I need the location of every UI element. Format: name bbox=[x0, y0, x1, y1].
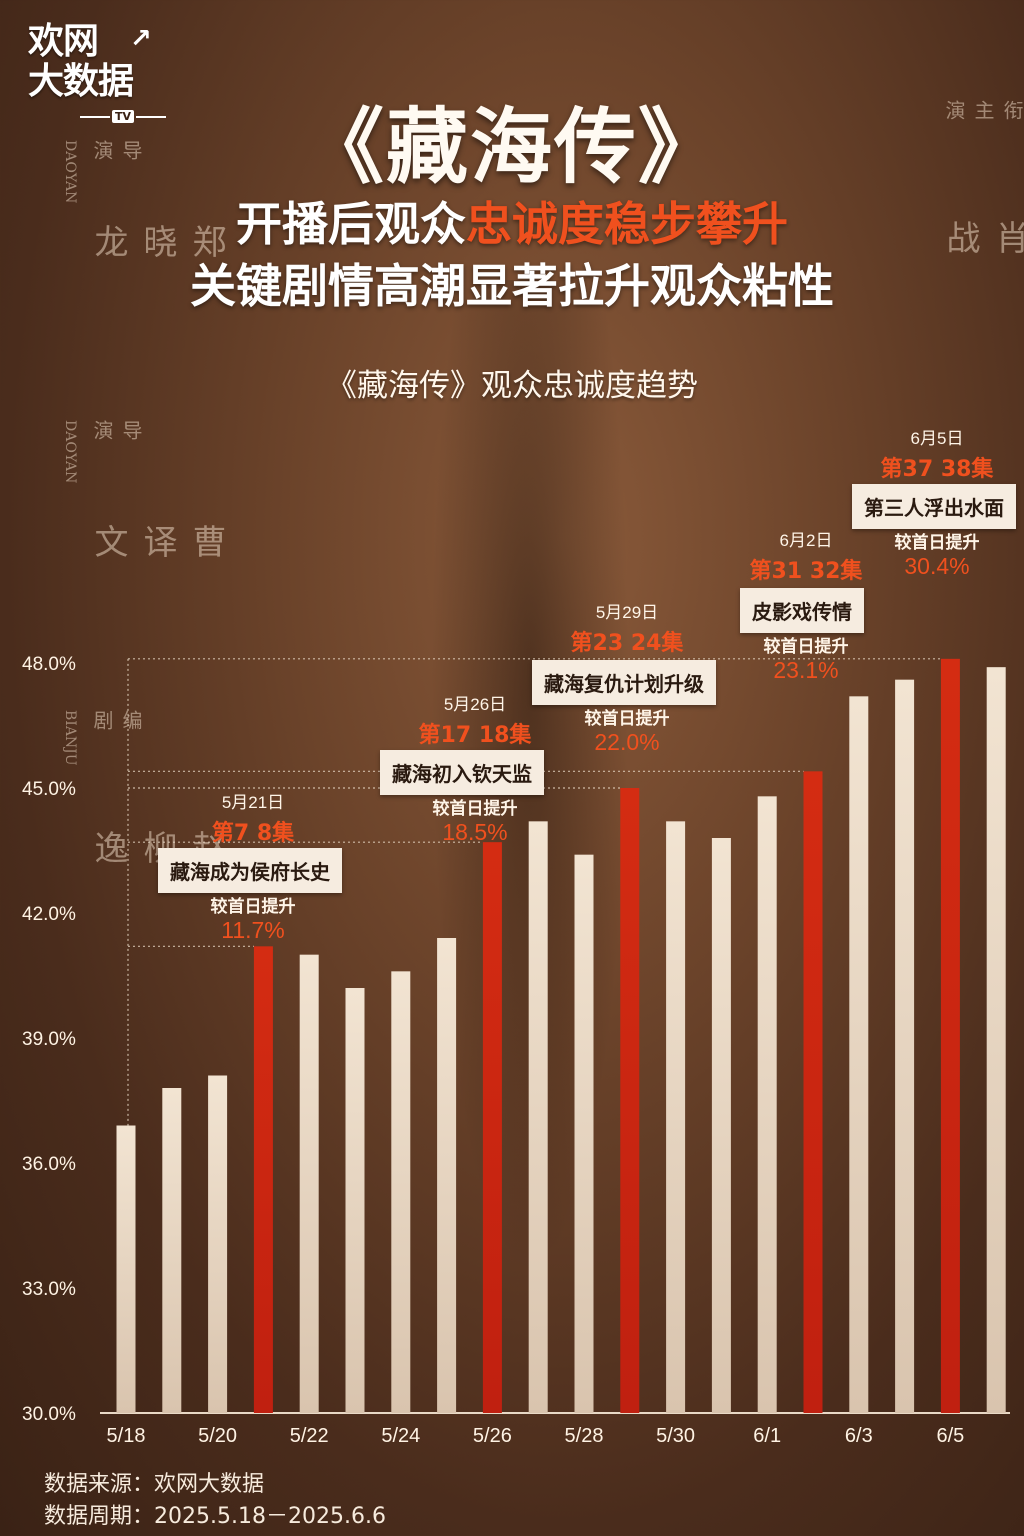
bar-6-3 bbox=[849, 696, 869, 1413]
annotation-header: 5月21日第7 8集 bbox=[143, 788, 363, 847]
annotation-date: 6月2日 bbox=[779, 531, 833, 550]
x-tick-label: 6/3 bbox=[845, 1425, 873, 1447]
bar-5-25 bbox=[437, 938, 457, 1413]
annotation-date: 5月21日 bbox=[221, 793, 285, 812]
bar-5-27 bbox=[528, 821, 548, 1413]
annotation-episodes: 第23 24集 bbox=[570, 631, 684, 656]
annotation-plot-label: 皮影戏传情 bbox=[740, 588, 864, 633]
subtitle-line2: 关键剧情高潮显著拉升观众粘性 bbox=[190, 259, 834, 313]
y-tick-label: 48.0% bbox=[22, 654, 76, 675]
x-tick-label: 5/24 bbox=[381, 1425, 420, 1447]
x-tick-label: 5/22 bbox=[290, 1425, 329, 1447]
y-tick-label: 39.0% bbox=[22, 1029, 76, 1050]
bar-5-26 bbox=[482, 842, 502, 1413]
bar-5-20 bbox=[208, 1075, 228, 1413]
annotation-delta-label: 较首日提升 bbox=[894, 533, 980, 553]
logo-line1: 欢网 bbox=[28, 21, 99, 62]
credit-name: 曹译文 bbox=[88, 524, 226, 562]
bar-6-6 bbox=[986, 667, 1006, 1413]
bar-5-18 bbox=[116, 1125, 136, 1413]
annotation-delta-label: 较首日提升 bbox=[210, 897, 296, 917]
logo-rule-left bbox=[80, 116, 110, 118]
y-tick-label: 42.0% bbox=[22, 904, 76, 925]
annotation-plot-label: 藏海成为侯府长史 bbox=[158, 848, 342, 893]
credit-name: 肖战 bbox=[940, 220, 1024, 258]
annotation-plot-label: 藏海初入钦天监 bbox=[380, 750, 544, 795]
subtitle-line1: 开播后观众忠诚度稳步攀升 bbox=[0, 188, 1024, 254]
annotation-delta-label: 较首日提升 bbox=[584, 709, 670, 729]
x-tick-label: 5/26 bbox=[473, 1425, 512, 1447]
main-title: 《藏海传》 bbox=[301, 99, 722, 195]
bar-5-31 bbox=[711, 838, 731, 1413]
x-tick-label: 5/18 bbox=[107, 1425, 146, 1447]
bar-5-19 bbox=[162, 1088, 182, 1413]
annotation-delta-value: 23.1% bbox=[773, 657, 839, 683]
annotation-episodes: 第17 18集 bbox=[418, 723, 532, 748]
chart-title: 《藏海传》观众忠诚度趋势 bbox=[326, 368, 698, 404]
bar-5-24 bbox=[391, 971, 411, 1413]
bar-5-23 bbox=[345, 988, 365, 1413]
subtitle-prefix: 开播后观众 bbox=[236, 197, 466, 251]
y-tick-label: 36.0% bbox=[22, 1154, 76, 1175]
annotation-episodes: 第37 38集 bbox=[880, 457, 994, 482]
bar-6-5 bbox=[940, 658, 960, 1413]
bar-6-2 bbox=[803, 771, 823, 1413]
bar-6-4 bbox=[895, 679, 915, 1413]
annotation-plot-label: 藏海复仇计划升级 bbox=[532, 660, 716, 705]
credit-role: 领衔主演 bbox=[942, 100, 1024, 120]
logo-rule-right bbox=[136, 116, 166, 118]
annotation-delta-value: 11.7% bbox=[221, 917, 285, 943]
bar-5-30 bbox=[666, 821, 686, 1413]
logo-arrow-icon: ↗ bbox=[130, 24, 152, 54]
x-tick-label: 5/28 bbox=[565, 1425, 604, 1447]
footer-period: 数据周期：2025.5.18－2025.6.6 bbox=[44, 1504, 386, 1529]
bar-5-28 bbox=[574, 854, 594, 1413]
bar-5-22 bbox=[299, 954, 319, 1413]
x-tick-label: 5/20 bbox=[198, 1425, 237, 1447]
credit-en: DAOYAN bbox=[62, 140, 78, 204]
annotation-delta: 较首日提升 30.4% bbox=[847, 528, 1024, 580]
annotation-header: 5月29日第23 24集 bbox=[517, 598, 737, 657]
annotation-header: 6月5日第37 38集 bbox=[827, 424, 1024, 483]
annotation-delta-value: 18.5% bbox=[442, 819, 508, 845]
annotation-episodes: 第31 32集 bbox=[749, 559, 863, 584]
subtitle-highlight: 忠诚度稳步攀升 bbox=[466, 197, 788, 251]
bar-5-29 bbox=[620, 788, 640, 1413]
annotation-delta: 较首日提升 23.1% bbox=[716, 632, 896, 684]
annotation-episodes: 第7 8集 bbox=[211, 821, 295, 846]
credit-role: 导演 bbox=[90, 140, 143, 160]
x-tick-label: 6/1 bbox=[753, 1425, 781, 1447]
credit-role: 导演 bbox=[90, 420, 143, 440]
annotation-header: 5月26日第17 18集 bbox=[365, 690, 585, 749]
y-tick-label: 33.0% bbox=[22, 1279, 76, 1300]
annotation-delta-value: 30.4% bbox=[904, 553, 970, 579]
logo-tv-badge: TV bbox=[112, 110, 135, 123]
logo-line2: 大数据 bbox=[28, 61, 134, 102]
y-tick-label: 30.0% bbox=[22, 1404, 76, 1425]
annotation-date: 6月5日 bbox=[910, 429, 964, 448]
annotation-date: 5月29日 bbox=[595, 603, 659, 622]
annotation-plot-label: 第三人浮出水面 bbox=[852, 484, 1016, 529]
annotation-delta-label: 较首日提升 bbox=[763, 637, 849, 657]
huanwang-logo: 欢网 大数据 ↗ TV bbox=[28, 22, 168, 130]
annotation-delta: 较首日提升 11.7% bbox=[163, 892, 343, 944]
credit-en: DAOYAN bbox=[62, 420, 78, 484]
bar-5-21 bbox=[253, 946, 273, 1413]
credit-role: 编剧 bbox=[90, 710, 143, 730]
credit-name: 郑晓龙 bbox=[88, 224, 226, 262]
credit-en: BIANJU bbox=[62, 710, 78, 766]
x-tick-label: 6/5 bbox=[936, 1425, 964, 1447]
x-tick-label: 5/30 bbox=[656, 1425, 695, 1447]
annotation-delta: 较首日提升 22.0% bbox=[537, 704, 717, 756]
annotation-date: 5月26日 bbox=[443, 695, 507, 714]
footer-source: 数据来源：欢网大数据 bbox=[44, 1472, 265, 1497]
annotation-header: 6月2日第31 32集 bbox=[696, 526, 916, 585]
annotation-delta-label: 较首日提升 bbox=[432, 799, 518, 819]
bar-6-1 bbox=[757, 796, 777, 1413]
annotation-delta: 较首日提升 18.5% bbox=[385, 794, 565, 846]
y-tick-label: 45.0% bbox=[22, 779, 76, 800]
annotation-delta-value: 22.0% bbox=[594, 729, 660, 755]
